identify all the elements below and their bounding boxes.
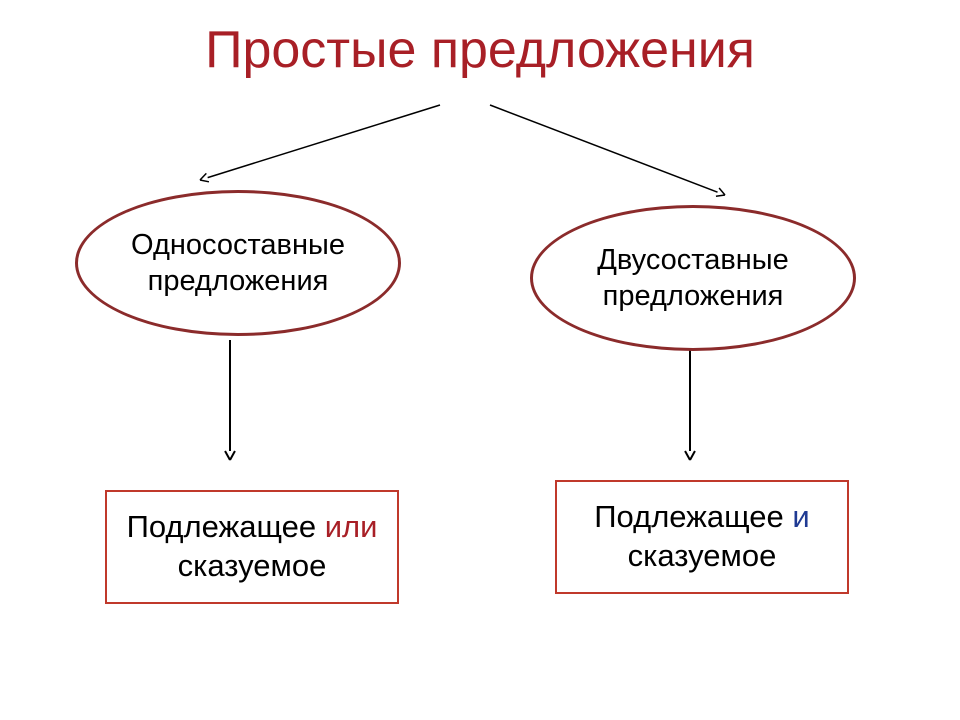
left-rect-word2: сказуемое [178, 548, 327, 583]
node-right-rect: Подлежащее и сказуемое [555, 480, 849, 594]
arrows-layer [0, 0, 960, 720]
node-left-ellipse-line2: предложения [148, 265, 329, 297]
node-left-ellipse-line1: Односоставные [131, 229, 345, 261]
node-right-ellipse: Двусоставные предложения [530, 205, 856, 351]
left-rect-conj: или [325, 509, 378, 544]
right-rect-word1: Подлежащее [594, 499, 792, 534]
right-rect-conj: и [792, 499, 809, 534]
diagram-title: Простые предложения [0, 20, 960, 80]
left-rect-word1: Подлежащее [127, 509, 325, 544]
right-rect-word2: сказуемое [628, 538, 777, 573]
node-left-rect: Подлежащее или сказуемое [105, 490, 399, 604]
diagram-stage: Простые предложения Односоставные предло… [0, 0, 960, 720]
node-left-ellipse: Односоставные предложения [75, 190, 401, 336]
node-right-ellipse-line1: Двусоставные [597, 244, 789, 276]
node-right-ellipse-line2: предложения [603, 280, 784, 312]
